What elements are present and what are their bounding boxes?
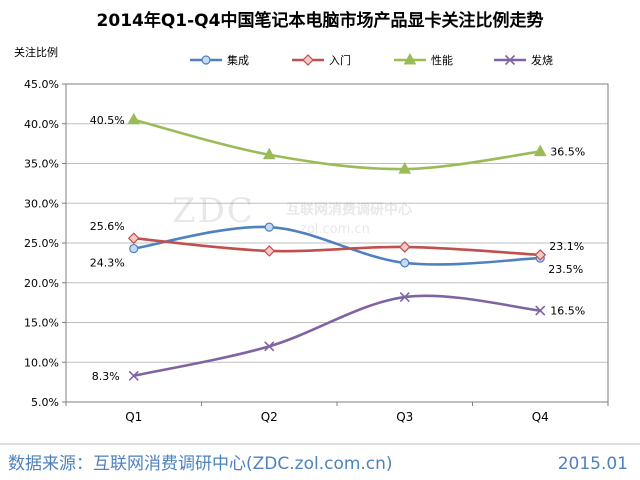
watermark-text: 互联网消费调研中心 [286, 201, 412, 218]
series-0-marker [264, 222, 274, 232]
series-1-marker [398, 241, 411, 253]
data-label: 36.5% [550, 146, 585, 159]
y-tick-label: 5.0% [31, 396, 59, 409]
watermark-logo: ZDC [172, 191, 255, 231]
legend-item: 发烧 [494, 53, 553, 67]
series-line [133, 294, 541, 378]
legend-label: 性能 [431, 53, 453, 67]
data-label: 23.1% [549, 240, 584, 253]
y-tick-label: 25.0% [24, 237, 59, 250]
series-3-marker [399, 291, 410, 303]
data-label: 16.5% [550, 305, 585, 318]
data-label: 23.5% [548, 263, 583, 276]
x-tick-label: Q2 [261, 410, 278, 424]
legend-marker [302, 54, 314, 66]
watermark: ZDC 互联网消费调研中心 zol.com.cn [172, 191, 412, 237]
series-2 [127, 112, 547, 174]
series-line [133, 236, 541, 257]
footer-source: 数据来源：互联网消费调研中心(ZDC.zol.com.cn) [8, 454, 393, 474]
y-tick-label: 45.0% [24, 78, 59, 91]
y-axis-label: 关注比例 [14, 45, 58, 59]
watermark-url: zol.com.cn [300, 222, 370, 237]
footer-date: 2015.01 [558, 454, 628, 474]
data-label: 8.3% [92, 370, 120, 383]
legend-marker [403, 52, 417, 65]
legend-label: 集成 [227, 53, 249, 67]
x-axis-ticks: Q1 Q2 Q3 Q4 [65, 402, 609, 424]
legend-label: 发烧 [531, 53, 553, 67]
series-2-marker [398, 162, 412, 174]
legend-marker [201, 55, 211, 65]
legend-label: 入门 [329, 53, 351, 67]
series-0-marker [400, 258, 410, 268]
chart-title: 2014年Q1-Q4中国笔记本电脑市场产品显卡关注比例走势 [97, 10, 544, 31]
series-1-marker [263, 245, 276, 257]
legend-item: 性能 [394, 52, 453, 67]
x-tick-label: Q1 [125, 410, 142, 424]
y-tick-label: 35.0% [24, 158, 59, 171]
series-group [127, 112, 547, 381]
series-0-marker [129, 243, 139, 254]
data-label: 24.3% [90, 257, 125, 270]
data-label: 40.5% [90, 114, 125, 127]
series-line [133, 118, 541, 171]
y-tick-label: 15.0% [24, 317, 59, 330]
series-3-marker [535, 305, 546, 316]
data-labels: 24.3% 23.1% 25.6% 23.5% 40.5% 36.5% 8.3% 16.5% [90, 114, 585, 383]
series-line [133, 225, 541, 266]
series-1-marker [534, 249, 547, 261]
x-tick-label: Q3 [396, 410, 413, 424]
legend-item: 集成 [190, 53, 249, 67]
series-3 [128, 291, 546, 381]
series-1-marker [127, 232, 140, 245]
y-tick-label: 10.0% [24, 356, 59, 369]
series-0 [129, 222, 545, 268]
gridlines [66, 123, 608, 363]
x-tick-label: Q4 [532, 410, 549, 424]
series-3-marker [264, 341, 275, 352]
series-2-marker [127, 112, 141, 125]
series-2-marker [533, 144, 547, 157]
legend: 集成 入门 性能 发烧 [190, 52, 553, 67]
y-axis-ticks: 5.0% 10.0% 15.0% 20.0% 25.0% 30.0% 35.0% 40.0% 4… [24, 78, 66, 409]
data-label: 25.6% [90, 220, 125, 233]
legend-marker [504, 54, 516, 66]
series-2-marker [262, 147, 276, 160]
series-1 [127, 232, 547, 261]
legend-item: 入门 [292, 53, 351, 67]
series-3-marker [128, 370, 139, 381]
y-tick-label: 40.0% [24, 118, 59, 131]
y-tick-label: 30.0% [24, 197, 59, 210]
y-tick-label: 20.0% [24, 277, 59, 290]
